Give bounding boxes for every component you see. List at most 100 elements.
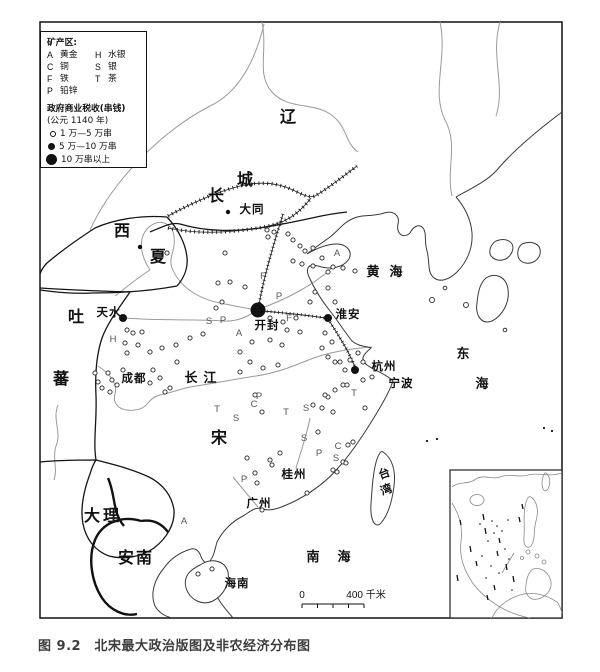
map-label: 大同 (240, 202, 265, 216)
tax-dot-medium (324, 314, 332, 322)
tax-circle-small (139, 329, 145, 335)
map-label: 夏 (149, 247, 167, 266)
tax-circle-small (120, 367, 126, 373)
tax-circle-small (342, 367, 348, 373)
mineral-marker-A: A (236, 328, 243, 339)
mineral-name: 黄金 (60, 50, 78, 60)
scale-max-label: 400 千米 (346, 588, 385, 601)
mineral-marker-S: S (233, 413, 239, 424)
river-manchuria-1 (438, 21, 453, 197)
map-label: 淮安 (336, 307, 361, 321)
map-label: 蕃 (52, 369, 70, 388)
map-label: 西 (114, 221, 130, 240)
map-label: 城 (237, 170, 253, 189)
tax-circle-small (135, 342, 141, 348)
tax-circle-small (252, 470, 258, 476)
sea-dot (425, 439, 429, 443)
scale-bar: 0 400 千米 (299, 588, 386, 608)
river-manchuria-2 (495, 21, 501, 117)
tax-class-label: 1 万—5 万串 (60, 128, 112, 139)
islet-4 (442, 285, 448, 291)
mineral-marker-P: P (256, 391, 262, 402)
river-southwest (53, 404, 59, 481)
tax-class-row: 5 万—10 万串 (47, 140, 141, 153)
island-japan-2 (517, 241, 541, 264)
tax-circle-small (259, 409, 265, 415)
scale-bar-ticks (301, 603, 365, 608)
mineral-marker-A: A (334, 248, 341, 259)
mineral-marker-F: F (286, 313, 292, 324)
coast-east (308, 276, 394, 382)
mineral-code: F (47, 74, 53, 84)
mineral-marker-C: C (335, 441, 342, 452)
border-dali-south (106, 477, 125, 527)
tax-circle-small (347, 357, 353, 363)
tax-circle-small (249, 339, 255, 345)
tax-circle-small (162, 389, 168, 395)
tax-circle-small (247, 359, 253, 365)
tax-dot-medium (119, 314, 127, 322)
tax-circle-small (330, 409, 336, 415)
tax-circle-small (345, 442, 351, 448)
canal-north (258, 213, 284, 306)
tax-title: 政府商业税收(串钱) (47, 104, 126, 114)
map-label: 辽 (280, 107, 297, 126)
tax-circle-small (200, 331, 206, 337)
inset-coast-china (451, 472, 563, 488)
tax-class-dot-icon (46, 154, 57, 165)
tax-subtitle: (公元 1140 年) (47, 116, 109, 126)
map-label: 南 (306, 549, 321, 565)
tax-circle-small (213, 305, 219, 311)
mineral-code: A (47, 50, 53, 60)
tax-circle-small (332, 359, 338, 365)
mineral-marker-P: P (276, 291, 282, 302)
mineral-marker-H: H (110, 334, 117, 345)
tax-circle-small (310, 402, 316, 408)
map-label: 长 (208, 186, 225, 205)
coast-southeast (190, 380, 394, 564)
inset-borneo (491, 593, 563, 619)
mineral-code: P (47, 86, 53, 96)
tax-circle-small (302, 248, 308, 254)
canal-kaifeng-huaian (262, 310, 326, 319)
mineral-marker-T: T (214, 404, 220, 415)
tax-circle-small (332, 299, 338, 305)
canal-huaian-hangzhou (329, 321, 356, 368)
great-wall-outer (167, 165, 358, 217)
coast-tonkin (152, 548, 192, 619)
tax-circle-small (315, 429, 321, 435)
tax-circle-small (164, 250, 170, 256)
scale-zero-label: 0 (299, 590, 305, 601)
map-label: 安南 (118, 548, 154, 567)
tax-circle-small (297, 329, 303, 335)
mineral-name: 铜 (60, 62, 69, 72)
tax-circle-small (260, 365, 266, 371)
mineral-marker-S: S (301, 433, 307, 444)
tax-circle-small (340, 265, 346, 271)
tax-dot-large (250, 302, 266, 318)
tax-circle-small (290, 258, 296, 264)
tax-class-row: 10 万串以上 (46, 153, 141, 166)
tax-circle-small (130, 330, 136, 336)
tax-circle-small (242, 284, 248, 290)
tax-circle-small (325, 269, 331, 275)
map-label: 大理 (84, 506, 122, 525)
figure-caption: 图 9.2 北宋最大政治版图及非农经济分布图 (38, 639, 311, 654)
city-dot (225, 209, 231, 215)
tax-circle-small (322, 392, 328, 398)
tax-circle-small (215, 280, 221, 286)
map-label: 宁波 (389, 376, 414, 390)
mineral-marker-P: P (316, 448, 322, 459)
mineral-name: 铅锌 (60, 86, 78, 96)
island-hainan (184, 560, 229, 604)
border-annam (90, 517, 169, 616)
tax-circle-small (259, 507, 265, 513)
tax-class-row: 1 万—5 万串 (47, 127, 141, 140)
tax-circle-small (344, 382, 350, 388)
tax-circle-small (334, 469, 340, 475)
tax-circle-small (159, 345, 165, 351)
tax-circle-small (114, 382, 120, 388)
tax-circle-small (99, 385, 105, 391)
map-label: 湾 (378, 481, 395, 498)
